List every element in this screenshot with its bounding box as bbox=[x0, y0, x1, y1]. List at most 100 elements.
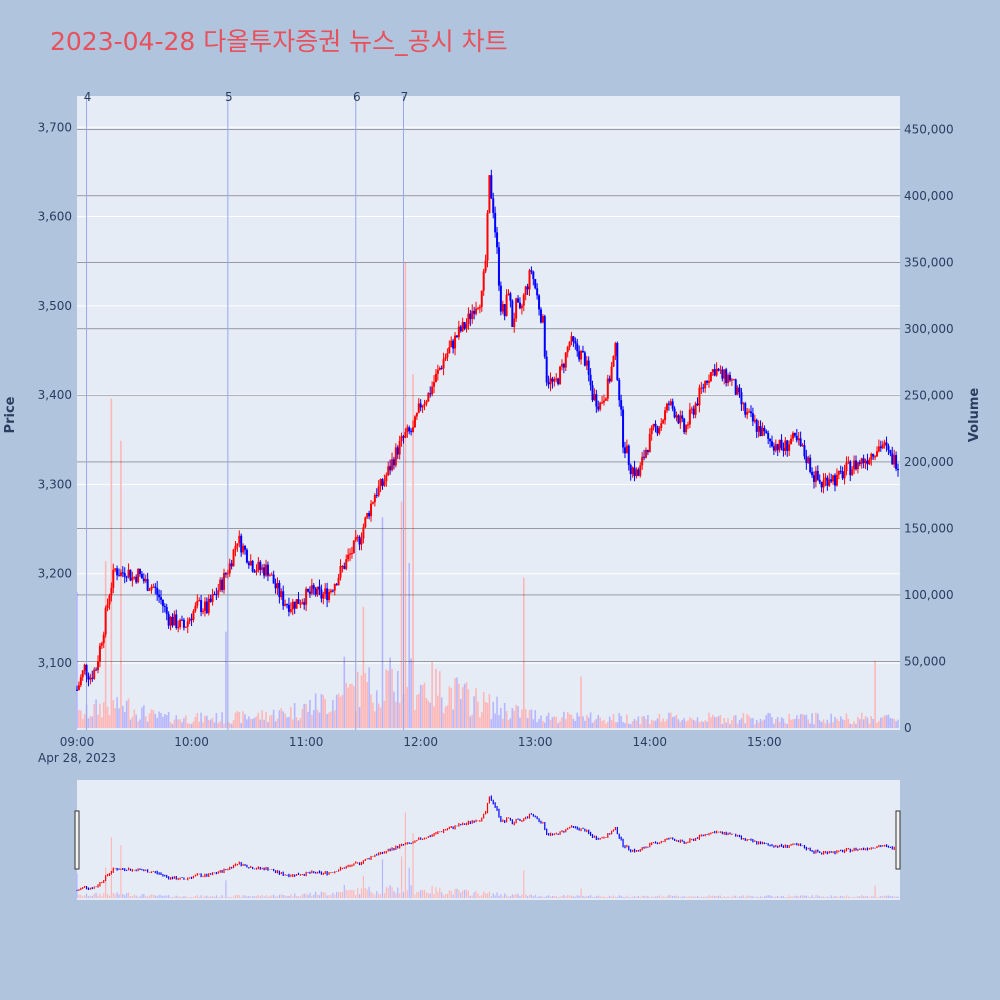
slider-volume-bar bbox=[800, 895, 802, 898]
volume-bar bbox=[690, 718, 693, 728]
volume-bar bbox=[748, 715, 750, 728]
candle-body bbox=[121, 572, 124, 574]
slider-volume-bar bbox=[845, 895, 848, 898]
volume-bar bbox=[469, 716, 472, 728]
volume-bar bbox=[97, 714, 99, 728]
range-slider[interactable] bbox=[74, 780, 901, 900]
candle-body bbox=[874, 456, 877, 458]
slider-volume-bar bbox=[643, 895, 645, 898]
slider-volume-bar bbox=[618, 895, 620, 898]
candle-body bbox=[381, 479, 384, 486]
slider-volume-bar bbox=[624, 897, 626, 898]
candle-body bbox=[119, 572, 122, 576]
candle-body bbox=[780, 439, 783, 448]
volume-bar bbox=[851, 724, 853, 728]
time-tick-label: 12:00 bbox=[403, 735, 438, 749]
volume-bar bbox=[698, 722, 701, 728]
candle-body bbox=[730, 379, 733, 381]
slider-volume-bar bbox=[849, 897, 851, 898]
candle-body bbox=[467, 313, 470, 325]
candle-body bbox=[434, 373, 437, 383]
volume-bar bbox=[566, 712, 569, 728]
volume-bar bbox=[595, 719, 598, 728]
volume-bar bbox=[870, 716, 873, 728]
volume-bar bbox=[742, 712, 745, 728]
candle-body bbox=[518, 302, 521, 309]
slider-volume-bar bbox=[855, 897, 857, 898]
volume-bar bbox=[81, 718, 84, 728]
slider-volume-bar bbox=[307, 895, 309, 898]
volume-bar bbox=[421, 684, 424, 728]
slider-volume-bar bbox=[662, 896, 664, 898]
volume-bar bbox=[242, 711, 244, 728]
volume-bar bbox=[585, 715, 588, 728]
volume-bar bbox=[458, 683, 460, 728]
candle-body bbox=[77, 685, 80, 690]
slider-volume-bar bbox=[885, 895, 888, 898]
candle-body bbox=[860, 458, 863, 464]
volume-bar bbox=[519, 717, 521, 728]
slider-volume-bar bbox=[106, 894, 109, 898]
candle-body bbox=[877, 446, 880, 452]
slider-volume-bar bbox=[290, 894, 292, 898]
volume-bar bbox=[347, 687, 349, 728]
slider-volume-bar bbox=[803, 895, 806, 898]
candle-body bbox=[480, 290, 483, 307]
candle-body bbox=[247, 562, 250, 566]
candle-body bbox=[354, 537, 357, 541]
slider-volume-bar bbox=[645, 896, 647, 898]
slider-volume-bar bbox=[488, 891, 491, 898]
candle-body bbox=[856, 462, 859, 470]
range-slider-right-handle[interactable] bbox=[895, 810, 901, 870]
candle-body bbox=[599, 402, 602, 410]
slider-volume-bar bbox=[767, 895, 769, 898]
slider-volume-bar bbox=[786, 897, 788, 898]
slider-volume-bar bbox=[815, 895, 817, 898]
candle-body bbox=[664, 410, 667, 421]
volume-bar bbox=[143, 705, 145, 728]
slider-volume-bar bbox=[607, 896, 609, 898]
candle-body bbox=[717, 368, 720, 371]
volume-bar bbox=[633, 719, 636, 728]
volume-bar bbox=[744, 723, 747, 728]
slider-volume-bar bbox=[530, 894, 533, 898]
volume-bar bbox=[274, 721, 277, 728]
slider-volume-bar bbox=[303, 893, 305, 898]
candle-body bbox=[897, 468, 899, 471]
volume-bar bbox=[725, 722, 727, 728]
volume-bar bbox=[622, 721, 624, 728]
volume-bar bbox=[295, 717, 298, 728]
volume-bar bbox=[629, 724, 632, 728]
volume-bar bbox=[685, 721, 687, 728]
candle-body bbox=[438, 368, 441, 370]
volume-tick-label: 400,000 bbox=[904, 189, 954, 203]
volume-bar bbox=[769, 713, 771, 728]
volume-bar bbox=[127, 698, 130, 728]
candle-body bbox=[328, 592, 331, 601]
slider-volume-bar bbox=[336, 891, 338, 898]
range-slider-left-handle[interactable] bbox=[74, 810, 80, 870]
candle-body bbox=[431, 386, 434, 395]
slider-volume-bar bbox=[114, 894, 116, 898]
candle-body bbox=[606, 378, 609, 399]
slider-volume-bar bbox=[129, 896, 132, 898]
candle-body bbox=[268, 575, 271, 577]
slider-volume-bar bbox=[740, 896, 743, 898]
volume-bar bbox=[501, 718, 504, 728]
candle-body bbox=[870, 453, 873, 460]
volume-bar bbox=[792, 719, 794, 728]
price-tick-label: 3,200 bbox=[38, 567, 72, 581]
volume-bar bbox=[809, 723, 811, 728]
candle-body bbox=[97, 661, 100, 670]
volume-bar bbox=[479, 717, 481, 728]
slider-volume-bar bbox=[572, 896, 575, 898]
volume-bar bbox=[857, 717, 859, 728]
slider-volume-bar bbox=[591, 897, 594, 898]
candle-body bbox=[226, 573, 229, 575]
volume-bar bbox=[112, 700, 115, 728]
volume-bar bbox=[137, 721, 139, 728]
candle-body bbox=[866, 460, 869, 465]
candle-body bbox=[675, 415, 678, 418]
slider-volume-bar bbox=[282, 894, 284, 898]
